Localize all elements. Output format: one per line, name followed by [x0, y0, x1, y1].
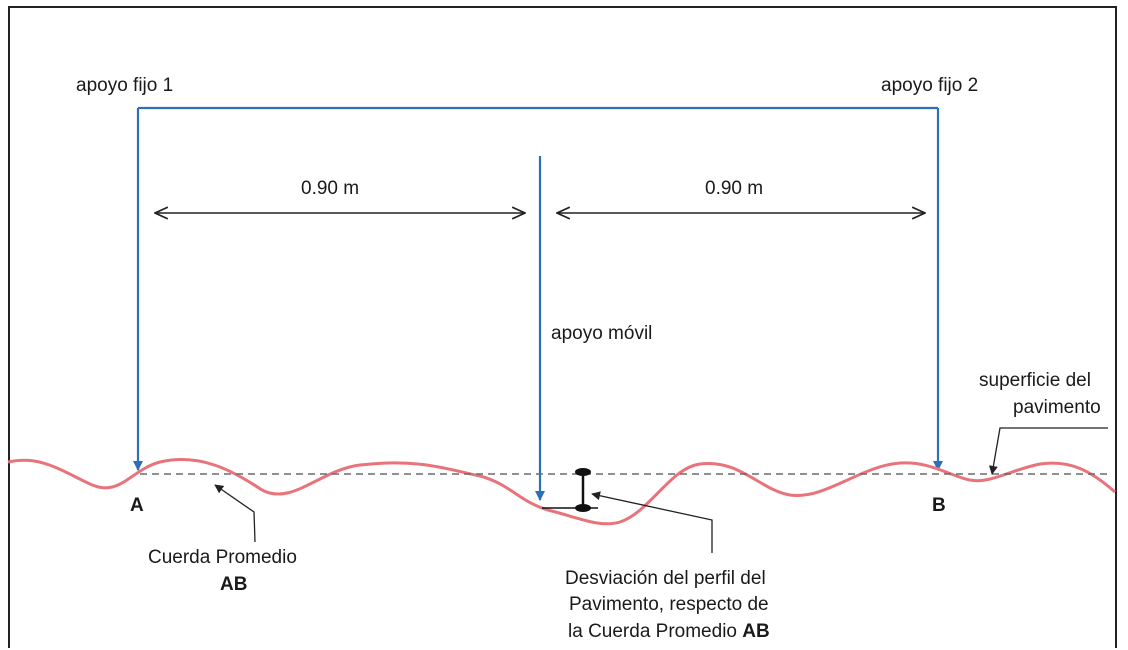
frame-border [8, 6, 1117, 648]
deviation-leader [591, 491, 713, 553]
point-a-label: A [130, 495, 144, 516]
chord-leader [214, 484, 256, 543]
point-b-label: B [932, 495, 946, 516]
mobile-support-label: apoyo móvil [551, 323, 652, 344]
surface-label-line1: superficie del [979, 370, 1091, 391]
surface-label-line2: pavimento [1013, 397, 1101, 418]
fixed-support-2-label: apoyo fijo 2 [881, 75, 978, 96]
chord-label-line2: AB [220, 574, 247, 595]
deviation-label-line3: la Cuerda Promedio AB [568, 621, 770, 642]
deviation-label-line1: Desviación del perfil del [565, 568, 766, 589]
deviation-dot-top [575, 468, 591, 476]
surface-leader [988, 427, 1108, 475]
deviation-label-line2: Pavimento, respecto de [569, 594, 769, 615]
deviation-label-line3-bold: AB [742, 621, 769, 642]
distance-left-label: 0.90 m [301, 178, 359, 199]
chord-label-line1: Cuerda Promedio [148, 547, 297, 568]
pavement-surface-curve [7, 458, 1116, 526]
fixed-support-1-label: apoyo fijo 1 [76, 75, 173, 96]
distance-right-label: 0.90 m [705, 178, 763, 199]
deviation-label-line3-text: la Cuerda Promedio [568, 621, 742, 642]
